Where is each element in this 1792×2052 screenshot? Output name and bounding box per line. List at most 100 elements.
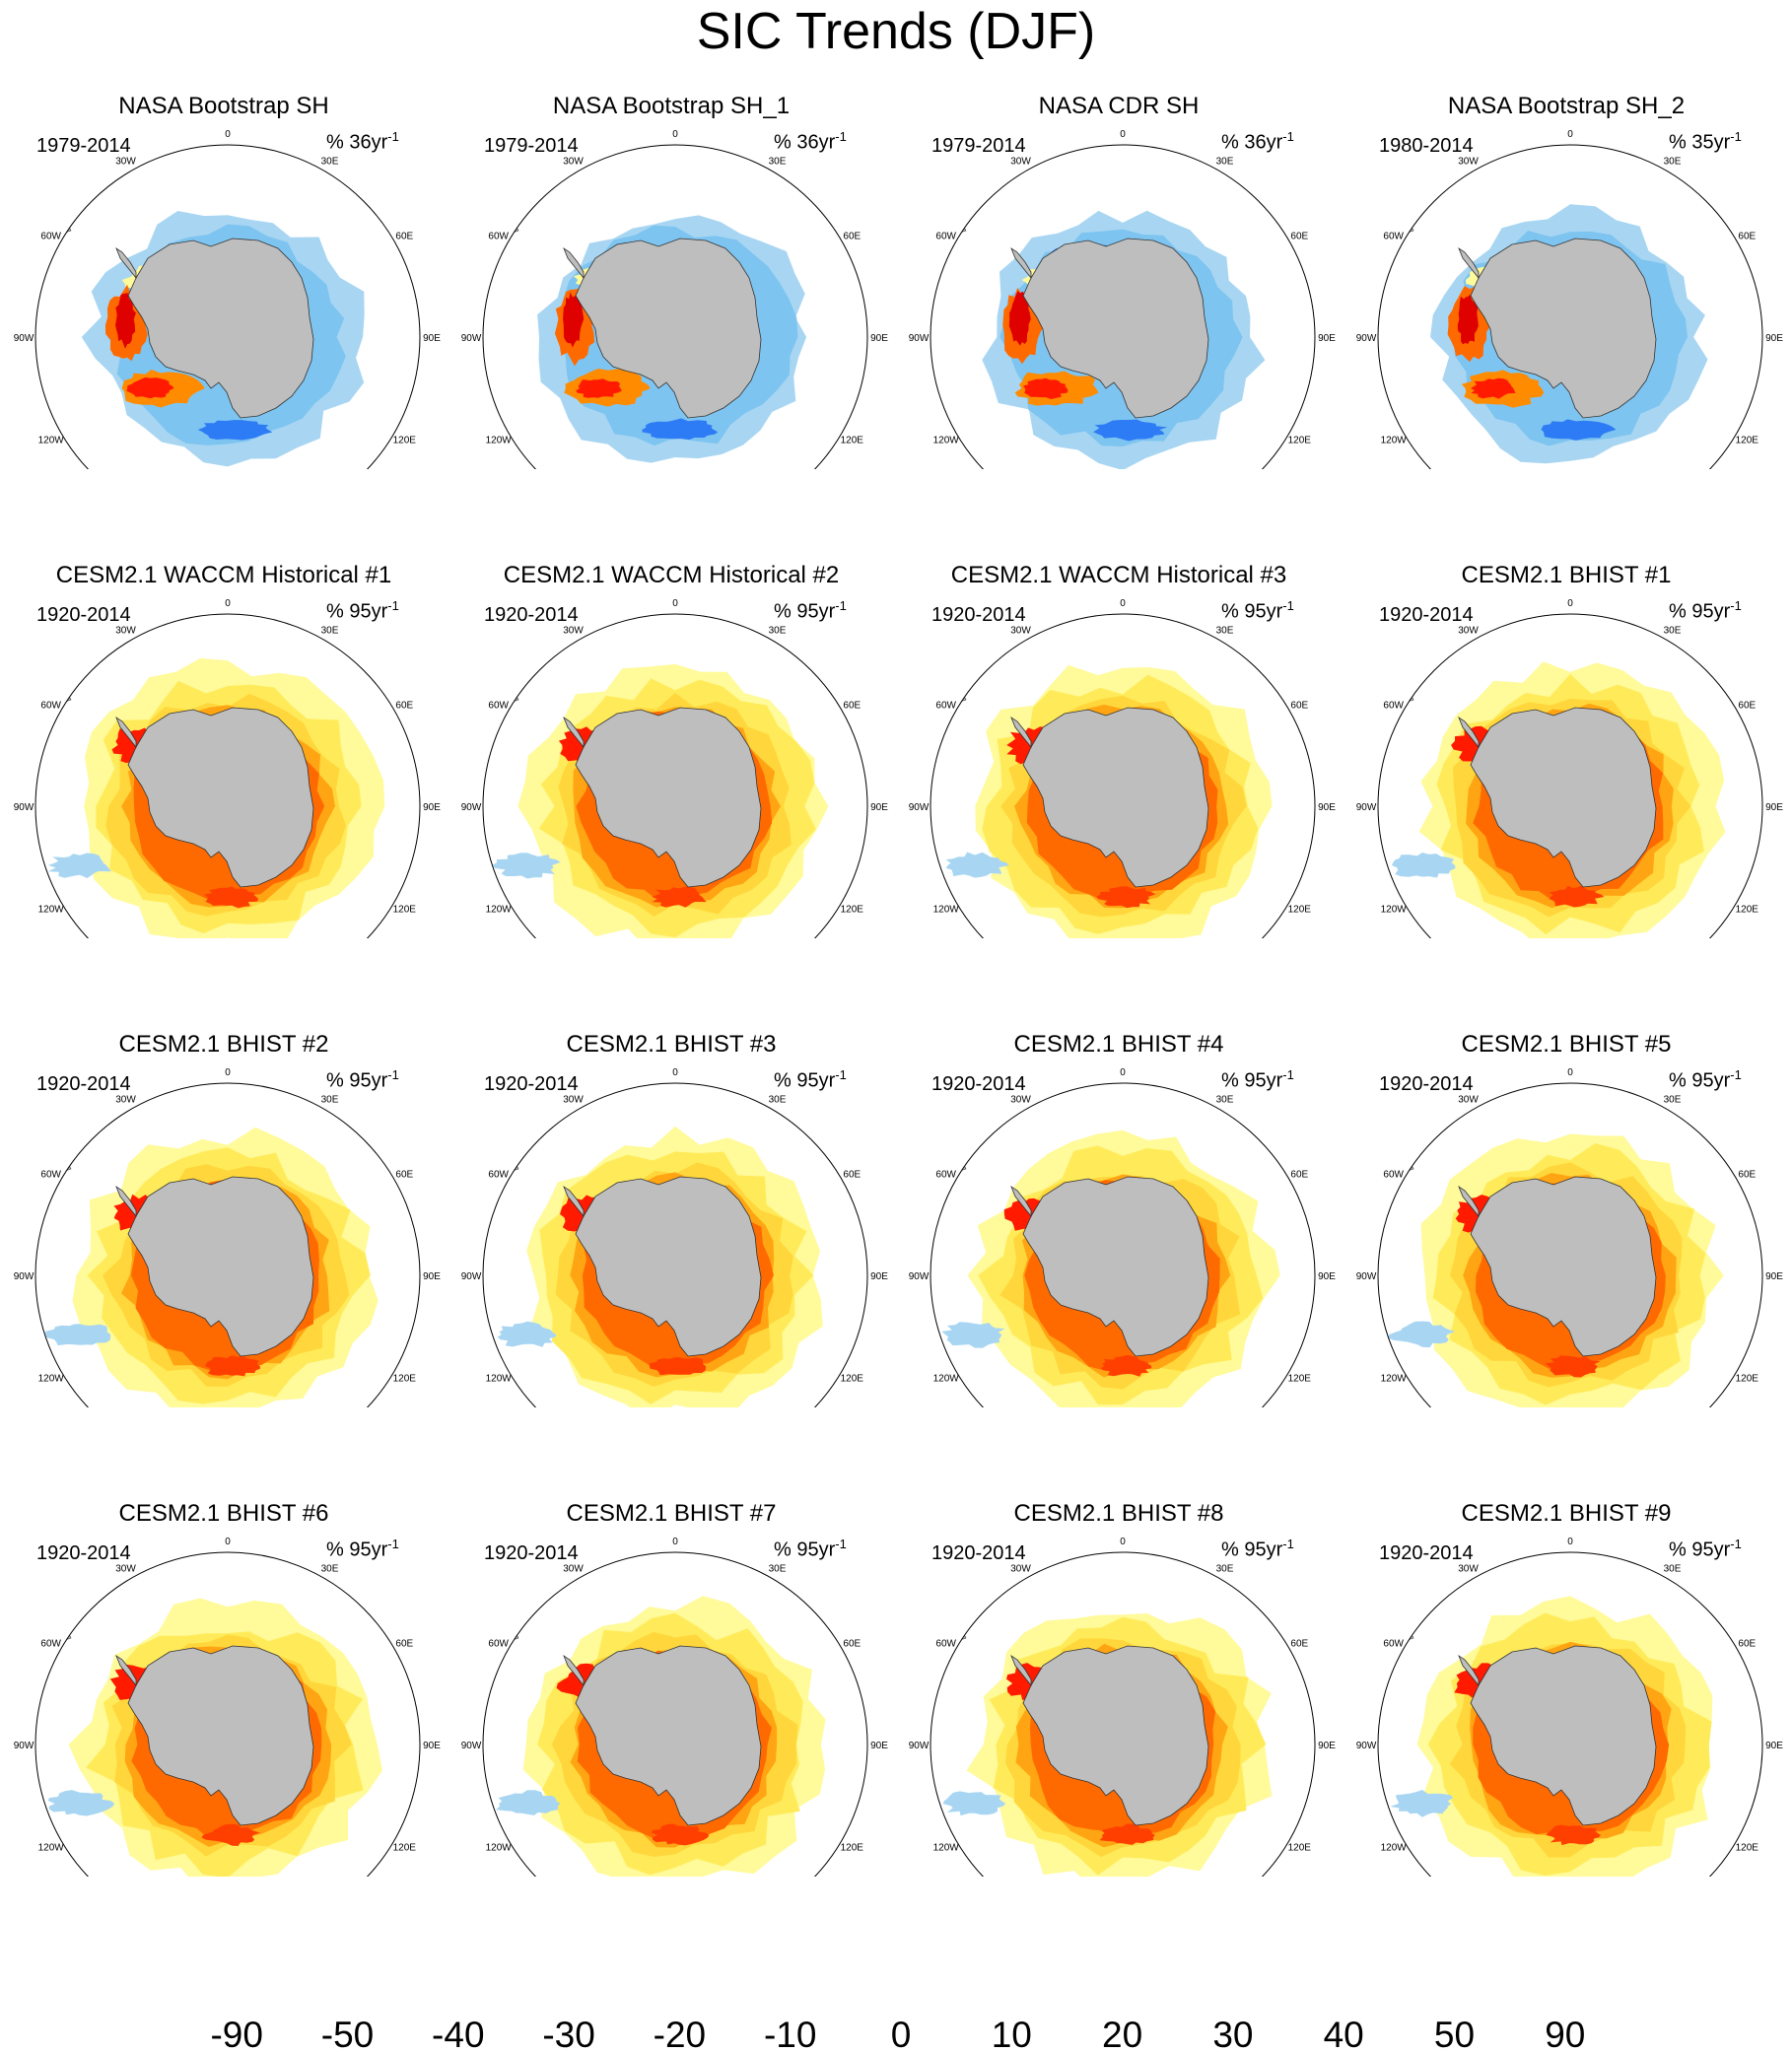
panel-title: NASA Bootstrap SH_2 [1447,93,1686,119]
longitude-label: 60E [395,1639,413,1650]
panel-title: NASA Bootstrap SH_1 [552,93,791,119]
trend-contour [496,1790,561,1815]
longitude-label: 120W [38,905,65,916]
longitude-label: 30W [1458,157,1479,168]
longitude-label: 30W [1458,1564,1479,1575]
map-boundary [482,1551,868,1877]
longitude-label: 60W [40,232,61,242]
figure-title: SIC Trends (DJF) [696,3,1096,60]
longitude-label: 0 [672,129,678,140]
trend-contour [115,292,136,349]
longitude-label: 120W [486,1374,513,1385]
polar-map: 030E60E90E120E150E180150W120W90W60W30W [461,1067,888,1407]
trend-contour [1470,377,1516,399]
antarctic-peninsula [1458,716,1480,749]
polar-map: 030E60E90E120E150E180150W120W90W60W30W [461,1537,888,1877]
longitude-label: 90W [14,802,34,813]
trend-contour [47,1790,115,1816]
longitude-label: 60W [935,701,956,712]
panel-title: CESM2.1 WACCM Historical #3 [950,562,1287,588]
longitude-label: 30W [115,1095,136,1106]
longitude-label: 30E [769,157,787,168]
panel-period: 1979-2014 [36,135,131,157]
longitude-label: 60W [40,701,61,712]
trend-contour [1092,419,1168,442]
longitude-label: 120E [1288,1374,1312,1385]
longitude-label: 120E [393,436,417,446]
colorbar-tick-label: 20 [1102,2015,1142,2052]
map-boundary [1377,144,1763,469]
panel-period: 1920-2014 [1379,1073,1474,1095]
longitude-label: 90E [423,333,441,344]
longitude-label: 90W [1356,333,1377,344]
longitude-label: 60E [843,1639,861,1650]
trend-contour [203,886,259,909]
map-boundary [930,1551,1316,1877]
longitude-label: 120E [1288,905,1312,916]
panel-period: 1920-2014 [931,604,1026,626]
longitude-label: 120W [486,905,513,916]
trend-contour [649,1357,706,1376]
longitude-label: 0 [1567,598,1573,609]
polar-map: 030E60E90E120E150E180150W120W90W60W30W [14,1067,441,1407]
longitude-label: 0 [1567,1067,1573,1078]
longitude-label: 30W [563,626,584,637]
longitude-label: 60E [1290,1170,1308,1181]
longitude-label: 120E [393,1374,417,1385]
antarctic-peninsula [115,1185,137,1218]
trend-contour [1545,1355,1601,1378]
south-america-tip [35,661,72,705]
map-panel: 030E60E90E120E150E180150W120W90W60W30WCE… [0,469,448,938]
antarctic-peninsula [1458,246,1480,280]
trend-contour [945,852,1009,878]
map-panel: 030E60E90E120E150E180150W120W90W60W30WCE… [1343,1407,1790,1877]
longitude-label: 60W [1383,701,1404,712]
south-america-tip [1378,1600,1414,1643]
map-boundary [34,144,421,469]
panel-title: CESM2.1 BHIST #4 [1013,1031,1224,1058]
longitude-label: 90E [423,1741,441,1751]
map-boundary [930,613,1316,938]
map-panel: 030E60E90E120E150E180150W120W90W60W30WCE… [1343,938,1790,1407]
antarctic-peninsula [115,716,137,749]
panel-units: % 95yr-1 [1221,1537,1294,1561]
longitude-label: 60E [843,1170,861,1181]
map-panel: 030E60E90E120E150E180150W120W90W60W30WCE… [448,938,895,1407]
longitude-label: 0 [1120,129,1126,140]
longitude-label: 120E [393,1843,417,1854]
map-panel: 030E60E90E120E150E180150W120W90W60W30WCE… [895,469,1343,938]
panel-period: 1920-2014 [484,1542,579,1564]
antarctic-peninsula [1010,716,1032,749]
antarctic-peninsula [563,716,585,749]
map-panel: 030E60E90E120E150E180150W120W90W60W30WNA… [1343,0,1790,469]
longitude-label: 120E [1736,436,1759,446]
longitude-label: 30E [1664,626,1682,637]
trend-contour [1099,1823,1155,1845]
antarctica-landmass [1470,1176,1657,1357]
panel-title: NASA Bootstrap SH [118,93,329,119]
longitude-label: 0 [1567,1537,1573,1547]
longitude-label: 30W [115,626,136,637]
longitude-label: 30E [321,1564,339,1575]
longitude-label: 90W [1356,1271,1377,1282]
longitude-label: 60E [843,701,861,712]
longitude-label: 90E [423,1271,441,1282]
trend-contour [497,1321,557,1347]
trend-contour [1387,1321,1456,1348]
panel-title: CESM2.1 BHIST #5 [1461,1031,1672,1058]
panel-units: % 36yr-1 [326,129,399,154]
longitude-label: 0 [225,598,231,609]
antarctic-peninsula [1458,1654,1480,1687]
longitude-label: 120W [38,1843,65,1854]
longitude-label: 60W [1383,1170,1404,1181]
panel-units: % 95yr-1 [326,1067,399,1092]
longitude-label: 90W [1356,1741,1377,1751]
south-america-tip [35,1130,72,1174]
longitude-label: 60W [935,1639,956,1650]
longitude-label: 30W [115,157,136,168]
longitude-label: 120E [841,1843,864,1854]
map-boundary [482,613,868,938]
longitude-label: 30W [563,157,584,168]
panel-units: % 95yr-1 [774,1067,847,1092]
trend-contour [652,1823,710,1846]
